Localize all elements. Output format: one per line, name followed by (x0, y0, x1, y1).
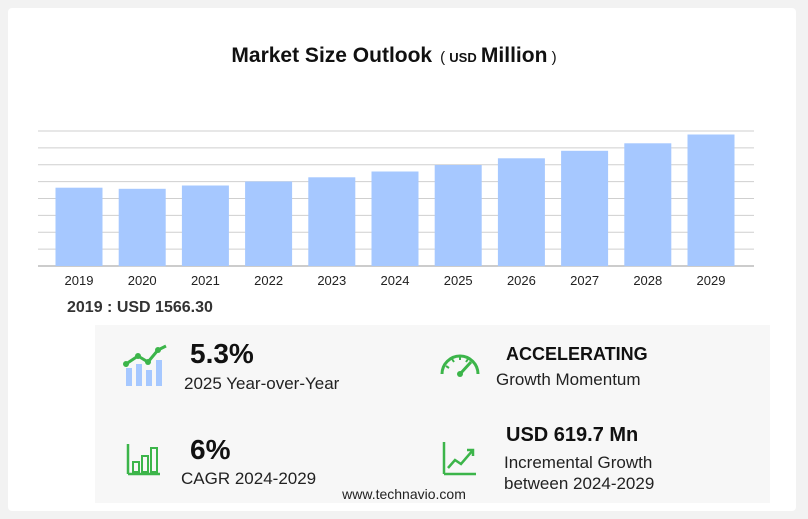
x-tick-label: 2024 (381, 273, 410, 288)
momentum-label: Growth Momentum (496, 370, 641, 389)
x-tick-label: 2029 (697, 273, 726, 288)
chart-title: Market Size Outlook ( USD Million ) (0, 44, 788, 68)
source-link[interactable]: www.technavio.com (342, 486, 466, 502)
bar-2029 (687, 134, 735, 266)
x-tick-label: 2025 (444, 273, 473, 288)
unit-suffix: Million (480, 44, 548, 67)
incremental-label-1: Incremental Growth (504, 453, 653, 472)
bar-chart-icon (126, 444, 160, 476)
x-tick-label: 2023 (317, 273, 346, 288)
yoy-value: 5.3% (190, 338, 254, 369)
incremental-stat: USD 619.7 Mn (506, 424, 638, 447)
growth-chart-icon (123, 344, 167, 386)
x-tick-label: 2027 (570, 273, 599, 288)
bar-chart: 2019 2020 2021 2022 2023 2024 2025 2026 2027 2028… (38, 130, 754, 288)
bar-2020 (118, 188, 166, 267)
momentum-stat: ACCELERATING (506, 344, 648, 365)
bar-2022 (245, 181, 293, 266)
bar-2025 (434, 165, 482, 266)
bar-2019 (55, 187, 103, 266)
x-tick-label: 2028 (633, 273, 662, 288)
title-text: Market Size Outlook (231, 44, 433, 67)
stats-panel (95, 325, 770, 503)
cagr-label-wrap: CAGR 2024-2029 (181, 468, 316, 489)
incremental-label-wrap: Incremental Growth between 2024-2029 (504, 452, 654, 494)
bar-2023 (308, 177, 356, 267)
momentum-label-wrap: Growth Momentum (496, 369, 641, 390)
bar-2024 (371, 171, 419, 266)
x-tick-label: 2019 (65, 273, 94, 288)
cagr-label: CAGR 2024-2029 (181, 469, 317, 488)
momentum-value: ACCELERATING (506, 344, 648, 364)
incremental-value: USD 619.7 Mn (506, 424, 639, 446)
base-year-value: 2019 : USD 1566.30 (67, 299, 213, 316)
cagr-stat: 6% (190, 434, 230, 466)
bar-2028 (624, 143, 672, 267)
bar-2026 (497, 158, 545, 267)
bar-2027 (561, 150, 609, 267)
x-tick-label: 2022 (254, 273, 283, 288)
cagr-value: 6% (190, 434, 231, 465)
yoy-label-wrap: 2025 Year-over-Year (184, 373, 339, 394)
x-tick-label: 2020 (128, 273, 157, 288)
unit-prefix: USD (449, 50, 477, 65)
yoy-stat: 5.3% (190, 338, 254, 370)
incremental-label-2: between 2024-2029 (504, 474, 655, 493)
trend-line-icon (442, 442, 476, 476)
yoy-label: 2025 Year-over-Year (184, 374, 340, 393)
title-unit: ( USD Million ) (440, 44, 557, 67)
speedometer-icon (440, 354, 480, 377)
x-tick-label: 2026 (507, 273, 536, 288)
bar-2021 (181, 185, 229, 266)
x-tick-label: 2021 (191, 273, 220, 288)
